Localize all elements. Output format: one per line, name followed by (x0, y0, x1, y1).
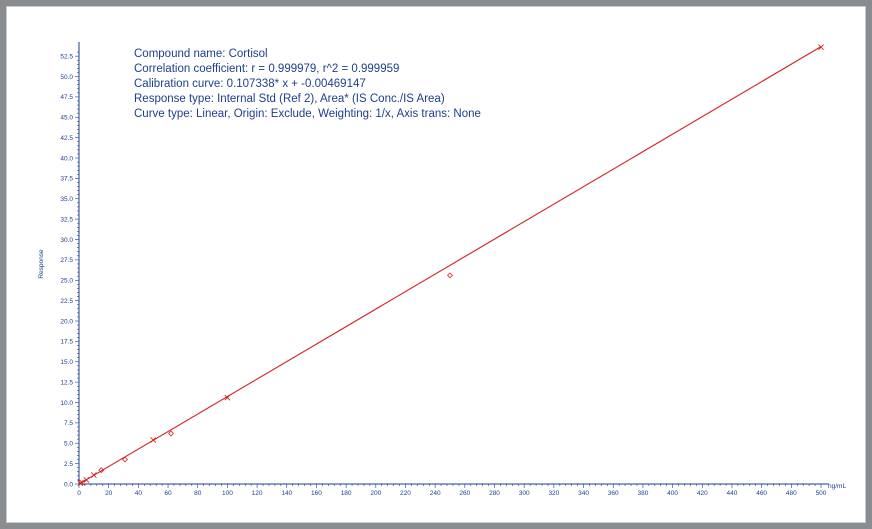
x-tick-label: 360 (608, 490, 619, 497)
x-tick-label: 380 (637, 490, 648, 497)
x-tick-label: 120 (252, 490, 263, 497)
y-tick-label: 27.5 (60, 257, 73, 264)
x-tick-label: 240 (430, 490, 441, 497)
cross-stroke (77, 480, 84, 487)
x-tick-label: 220 (400, 490, 411, 497)
x-tick-label: 300 (519, 490, 530, 497)
y-tick-label: 0.0 (64, 481, 73, 488)
y-tick-label: 47.5 (60, 94, 73, 101)
cross-stroke (90, 472, 97, 478)
cross-stroke (224, 394, 231, 401)
x-tick-label: 160 (311, 490, 322, 497)
y-tick-label: 30.0 (60, 237, 73, 244)
data-point-diamond (122, 456, 128, 463)
x-tick-label: 260 (459, 490, 470, 497)
y-tick-label: 17.5 (60, 339, 73, 346)
y-axis-label: Response (38, 249, 45, 279)
x-tick-label: 440 (727, 490, 738, 497)
x-tick-label: 40 (135, 490, 143, 497)
y-tick-label: 7.5 (64, 420, 73, 427)
cross-stroke (79, 479, 85, 486)
x-tick-label: 500 (816, 490, 827, 497)
y-tick-label: 42.5 (60, 135, 73, 142)
x-tick-label: 420 (697, 490, 708, 497)
x-axis-unit-label: ng/mL (828, 483, 846, 490)
y-tick-label: 12.5 (60, 379, 73, 386)
data-point-diamond (168, 430, 174, 437)
x-tick-label: 60 (164, 490, 172, 497)
data-point-cross (150, 437, 157, 443)
y-tick-label: 37.5 (60, 176, 73, 183)
y-tick-label: 32.5 (60, 216, 73, 223)
y-tick-label: 10.0 (60, 400, 73, 407)
x-tick-label: 480 (786, 490, 797, 497)
x-tick-label: 0 (77, 490, 81, 497)
cross-stroke (818, 44, 824, 51)
axis-layer (78, 42, 829, 485)
x-tick-label: 340 (578, 490, 589, 497)
data-point-cross (90, 472, 97, 478)
data-point-diamond (447, 272, 453, 279)
x-tick-label: 280 (489, 490, 500, 497)
info-correlation: Correlation coefficient: r = 0.999979, r… (134, 63, 400, 75)
data-point-cross (818, 44, 824, 51)
info-response-type: Response type: Internal Std (Ref 2), Are… (134, 93, 445, 105)
x-tick-label: 100 (222, 490, 233, 497)
x-tick-label: 80 (194, 490, 202, 497)
info-calibration-curve: Calibration curve: 0.107338* x + -0.0046… (134, 78, 366, 90)
tick-layer: 0.0 2.5 5.0 7.5 10.0 12.5 15.0 17.5 20.0 22.5 25.0… (60, 51, 827, 497)
y-tick-label: 2.5 (64, 461, 73, 468)
y-tick-label: 22.5 (60, 298, 73, 305)
data-point-cross (83, 477, 90, 483)
y-tick-label: 45.0 (60, 115, 73, 122)
x-tick-label: 200 (370, 490, 381, 497)
y-tick-label: 50.0 (60, 74, 73, 81)
fit-line-layer (78, 46, 822, 485)
y-tick-label: 5.0 (64, 441, 73, 448)
data-point-cross (79, 479, 85, 486)
data-point-cross (224, 394, 231, 401)
x-tick-label: 180 (341, 490, 352, 497)
cross-stroke (150, 437, 157, 443)
y-tick-label: 15.0 (60, 359, 73, 366)
y-tick-label: 40.0 (60, 155, 73, 162)
info-compound-name: Compound name: Cortisol (134, 48, 268, 60)
calibration-fit-line (78, 46, 822, 485)
x-tick-label: 320 (548, 490, 559, 497)
x-tick-label: 460 (756, 490, 767, 497)
x-tick-label: 400 (667, 490, 678, 497)
data-point-diamond (98, 467, 105, 474)
y-tick-label: 20.0 (60, 318, 73, 325)
y-tick-label: 35.0 (60, 196, 73, 203)
info-curve-type: Curve type: Linear, Origin: Exclude, Wei… (134, 108, 481, 120)
y-tick-label: 52.5 (60, 53, 73, 60)
data-points-layer (77, 44, 824, 487)
calibration-chart: 0.0 2.5 5.0 7.5 10.0 12.5 15.0 17.5 20.0 22.5 25.0… (38, 42, 846, 497)
data-point-cross (77, 480, 84, 487)
y-tick-label: 25.0 (60, 278, 73, 285)
chart-panel: 0.0 2.5 5.0 7.5 10.0 12.5 15.0 17.5 20.0 22.5 25.0… (6, 6, 866, 523)
x-tick-label: 140 (281, 490, 292, 497)
x-tick-label: 20 (105, 490, 113, 497)
cross-stroke (83, 477, 90, 483)
